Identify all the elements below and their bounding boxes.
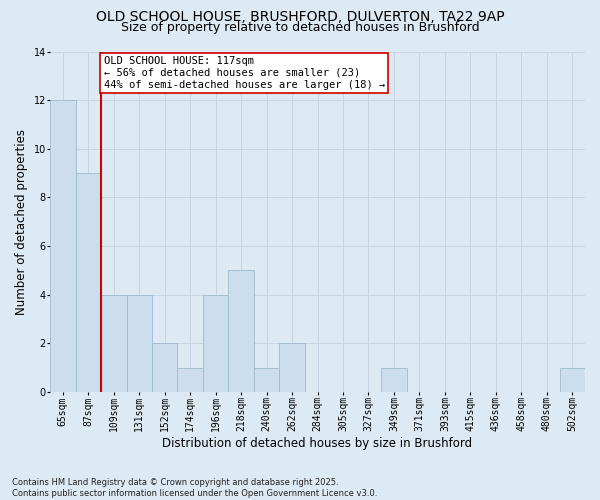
Text: Size of property relative to detached houses in Brushford: Size of property relative to detached ho… [121, 21, 479, 34]
Y-axis label: Number of detached properties: Number of detached properties [15, 129, 28, 315]
Text: Contains HM Land Registry data © Crown copyright and database right 2025.
Contai: Contains HM Land Registry data © Crown c… [12, 478, 377, 498]
X-axis label: Distribution of detached houses by size in Brushford: Distribution of detached houses by size … [163, 437, 473, 450]
Bar [127, 294, 152, 392]
Bar [560, 368, 585, 392]
Bar [101, 294, 127, 392]
Bar [76, 173, 101, 392]
Text: OLD SCHOOL HOUSE: 117sqm
← 56% of detached houses are smaller (23)
44% of semi-d: OLD SCHOOL HOUSE: 117sqm ← 56% of detach… [104, 56, 385, 90]
Bar [381, 368, 407, 392]
Bar [254, 368, 280, 392]
Bar [152, 344, 178, 392]
Bar [280, 344, 305, 392]
Bar [229, 270, 254, 392]
Bar [203, 294, 229, 392]
Bar [178, 368, 203, 392]
Bar [50, 100, 76, 392]
Text: OLD SCHOOL HOUSE, BRUSHFORD, DULVERTON, TA22 9AP: OLD SCHOOL HOUSE, BRUSHFORD, DULVERTON, … [95, 10, 505, 24]
